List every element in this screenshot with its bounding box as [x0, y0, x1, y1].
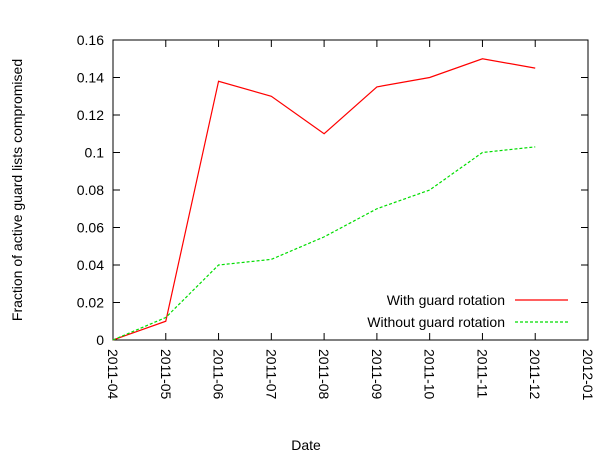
x-tick-label: 2011-05 [158, 349, 174, 400]
x-tick-label: 2012-01 [580, 349, 596, 401]
y-tick-label: 0.06 [77, 220, 104, 236]
y-tick-label: 0.08 [77, 182, 104, 198]
x-tick-label: 2011-07 [263, 349, 279, 400]
y-tick-label: 0.12 [77, 107, 104, 123]
plot-border [112, 39, 589, 341]
x-tick-label: 2011-09 [369, 349, 385, 400]
series-line [112, 58, 536, 341]
legend-label: Without guard rotation [367, 314, 505, 330]
x-axis-label: Date [291, 437, 321, 453]
x-tick-label: 2011-04 [105, 349, 121, 400]
y-tick-label: 0.04 [77, 257, 104, 273]
x-tick-label: 2011-08 [316, 349, 332, 400]
x-tick-label: 2011-10 [422, 349, 438, 400]
x-tick-label: 2011-12 [527, 349, 543, 400]
x-tick-label: 2011-06 [211, 349, 227, 400]
legend-label: With guard rotation [387, 292, 505, 308]
y-tick-label: 0.1 [85, 145, 105, 161]
x-tick-label: 2011-11 [474, 349, 490, 399]
series-line [112, 146, 536, 341]
y-tick-label: 0.02 [77, 295, 104, 311]
y-tick-label: 0 [96, 332, 104, 348]
y-tick-label: 0.16 [77, 32, 104, 48]
y-tick-label: 0.14 [77, 70, 104, 86]
y-axis-label: Fraction of active guard lists compromis… [9, 59, 25, 321]
